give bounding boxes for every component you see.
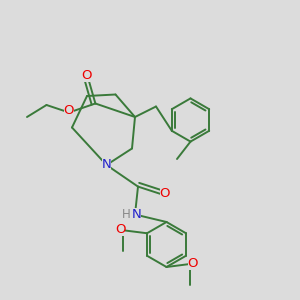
Text: N: N <box>132 208 141 221</box>
Text: O: O <box>160 187 170 200</box>
Text: O: O <box>82 69 92 82</box>
Text: N: N <box>102 158 111 172</box>
Text: O: O <box>64 103 74 117</box>
Text: O: O <box>115 223 125 236</box>
Text: H: H <box>122 208 131 221</box>
Text: O: O <box>188 257 198 270</box>
